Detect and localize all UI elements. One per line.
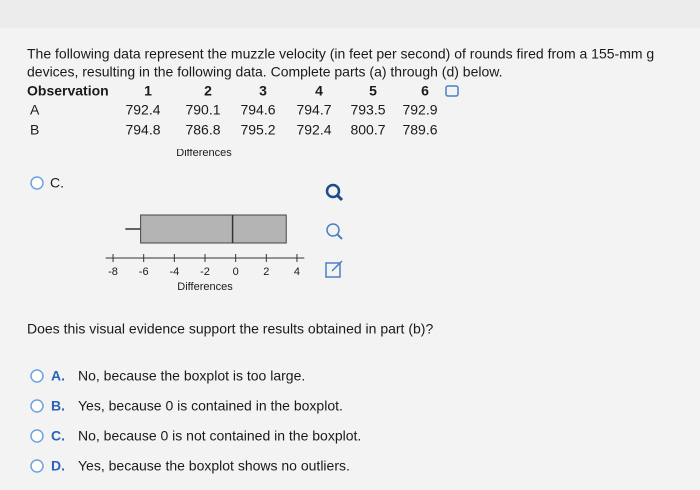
- axis-label: Differences: [177, 281, 233, 293]
- table-cell: 795.2: [240, 122, 275, 138]
- tick-label: 0: [233, 266, 239, 278]
- option-text: No, because the boxplot is too large.: [78, 368, 305, 384]
- table-cell: 792.4: [296, 122, 331, 138]
- copy-icon[interactable]: [445, 85, 459, 97]
- table-header: Observation: [27, 83, 109, 99]
- table-cell: 794.7: [296, 102, 331, 118]
- table-cell: 794.8: [125, 122, 160, 138]
- tick-label: 4: [294, 266, 300, 278]
- radio[interactable]: [30, 176, 44, 190]
- option-text: Yes, because the boxplot shows no outlie…: [78, 458, 350, 474]
- box: [140, 214, 287, 244]
- radio[interactable]: [30, 429, 44, 443]
- zoom-in[interactable]: [325, 183, 344, 202]
- intro-line: The following data represent the muzzle …: [27, 46, 654, 62]
- tick-label: -6: [139, 266, 149, 278]
- option-letter: A.: [51, 368, 65, 384]
- panel: [0, 28, 700, 490]
- cut-label: Differences: [176, 147, 232, 159]
- tick-label: -2: [200, 266, 210, 278]
- radio[interactable]: [30, 459, 44, 473]
- tick-label: -4: [169, 266, 179, 278]
- intro-line: devices, resulting in the following data…: [27, 64, 502, 80]
- table-cell: A: [30, 102, 40, 118]
- option-letter: B.: [51, 398, 65, 414]
- table-header: 5: [369, 83, 377, 99]
- option-letter: D.: [51, 458, 65, 474]
- radio[interactable]: [30, 369, 44, 383]
- radio[interactable]: [30, 399, 44, 413]
- zoom-out[interactable]: [326, 223, 343, 240]
- table-cell: B: [30, 122, 39, 138]
- option-letter: C.: [51, 428, 65, 444]
- table-cell: 786.8: [185, 122, 220, 138]
- table-header: 1: [144, 83, 152, 99]
- prompt: Does this visual evidence support the re…: [27, 321, 433, 337]
- table-cell: 790.1: [185, 102, 220, 118]
- table-cell: 789.6: [402, 122, 437, 138]
- clip-mask: [150, 140, 260, 149]
- table-cell: 792.4: [125, 102, 160, 118]
- table-header: 3: [259, 83, 267, 99]
- tick-label: -8: [108, 266, 118, 278]
- open-external[interactable]: [325, 260, 343, 278]
- choice-label: C.: [50, 175, 64, 191]
- table-header: 2: [204, 83, 212, 99]
- tick-label: 2: [263, 266, 269, 278]
- table-cell: 792.9: [402, 102, 437, 118]
- table-cell: 794.6: [240, 102, 275, 118]
- table-cell: 800.7: [350, 122, 385, 138]
- table-cell: 793.5: [350, 102, 385, 118]
- table-header: 6: [421, 83, 429, 99]
- option-text: Yes, because 0 is contained in the boxpl…: [78, 398, 343, 414]
- option-text: No, because 0 is not contained in the bo…: [78, 428, 361, 444]
- table-header: 4: [315, 83, 323, 99]
